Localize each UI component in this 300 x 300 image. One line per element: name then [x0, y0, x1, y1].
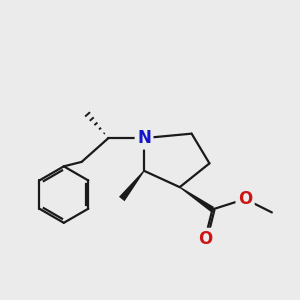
Text: O: O	[198, 230, 212, 248]
Text: N: N	[137, 129, 151, 147]
Text: O: O	[238, 190, 252, 208]
Polygon shape	[119, 170, 145, 201]
Polygon shape	[179, 187, 214, 212]
